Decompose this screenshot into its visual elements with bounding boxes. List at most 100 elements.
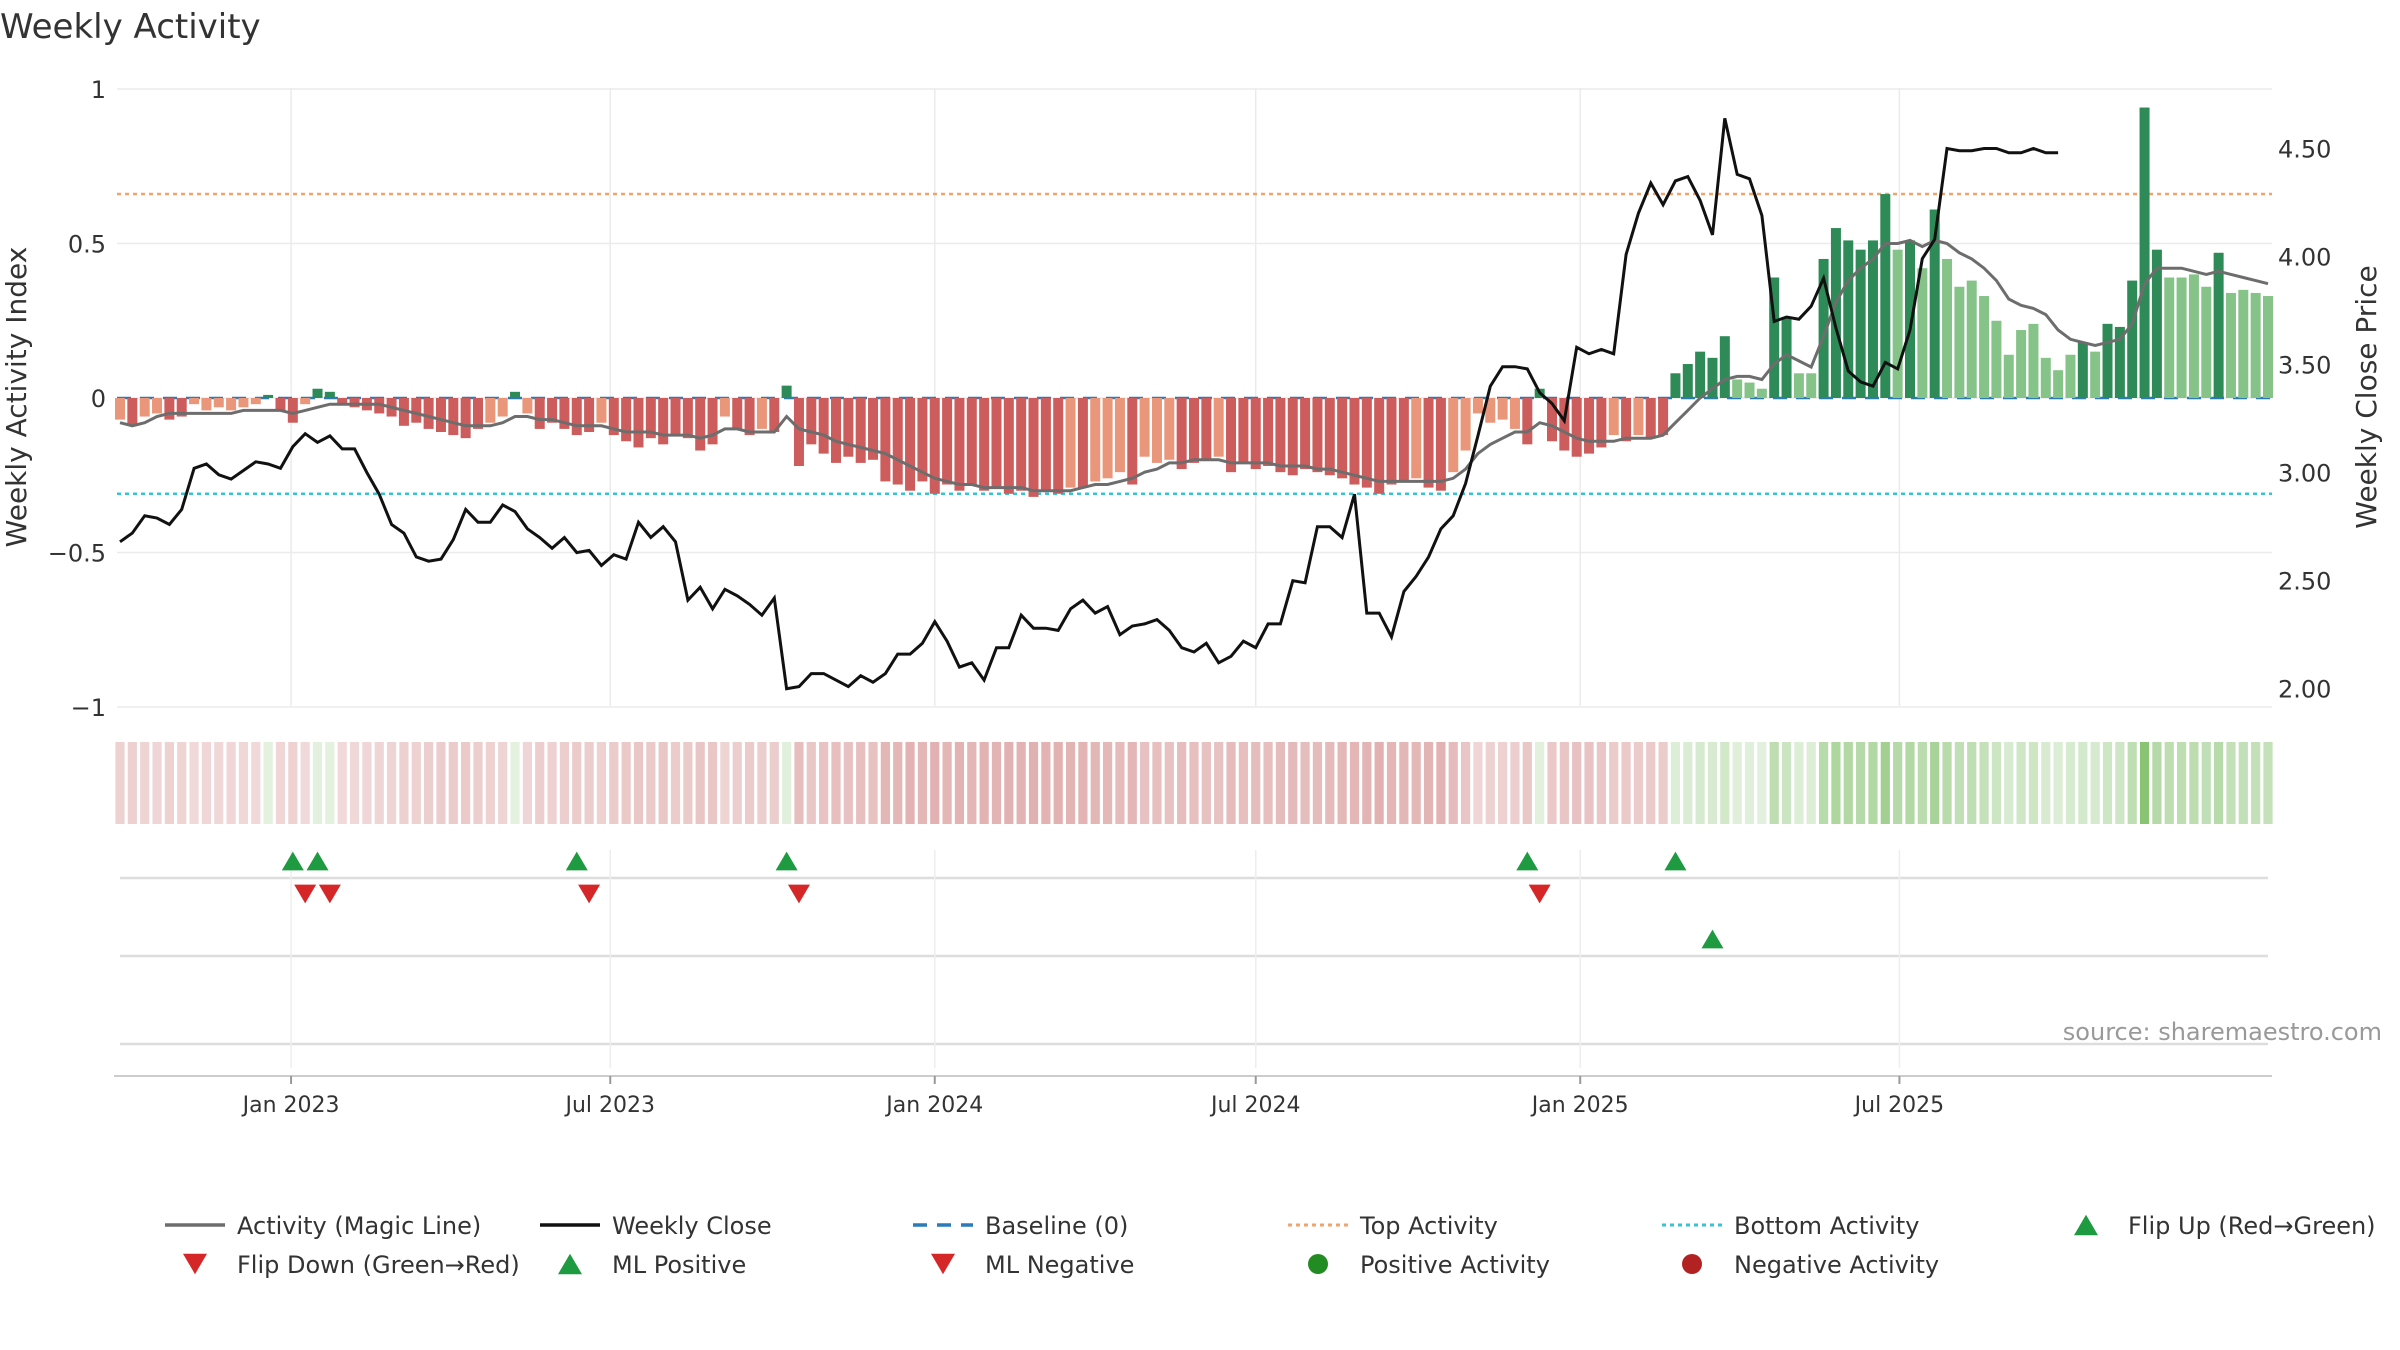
heat-strip-cell: [1460, 742, 1471, 824]
activity-bar: [1571, 398, 1582, 457]
heat-strip-cell: [288, 742, 298, 824]
ml-positive-marker: [1701, 929, 1724, 949]
activity-bar: [2176, 277, 2187, 398]
activity-bar: [1176, 398, 1187, 470]
activity-bar: [1435, 398, 1446, 491]
x-tick-label: Jul 2023: [564, 1093, 656, 1118]
heat-strip-cell: [819, 742, 829, 824]
activity-bars: [115, 107, 2273, 497]
heat-strip-cell: [1251, 742, 1261, 824]
activity-bar: [2164, 277, 2175, 398]
heat-strip-cell: [1127, 742, 1137, 824]
activity-bar: [1744, 382, 1755, 398]
heat-strip-cell: [424, 742, 434, 824]
heat-strip-cell: [942, 742, 952, 824]
activity-bar: [2151, 249, 2162, 398]
heat-strip-cell: [831, 742, 841, 824]
heat-strip-cell: [1115, 742, 1125, 824]
activity-bar: [1053, 398, 1064, 494]
activity-bar: [250, 398, 261, 405]
legend: Activity (Magic Line) Weekly Close Baselin…: [165, 1212, 2376, 1279]
activity-bar: [831, 398, 841, 463]
heat-strip-cell: [670, 742, 681, 824]
heat-strip-cell: [1880, 742, 1890, 824]
heat-strip-cell: [1769, 742, 1779, 824]
activity-bar: [1682, 364, 1693, 398]
flip-down-marker: [578, 884, 601, 904]
heat-strip-cell: [251, 742, 261, 824]
activity-bar: [448, 398, 459, 436]
activity-bar: [880, 398, 891, 482]
activity-bar: [435, 398, 446, 432]
activity-bar: [127, 398, 138, 426]
heat-strip-cell: [386, 742, 397, 824]
heat-strip-cell: [1979, 742, 1989, 824]
activity-bar: [596, 398, 607, 423]
activity-bar: [522, 398, 533, 414]
heat-strip-cell: [1991, 742, 2002, 824]
heat-strip-cell: [1757, 742, 1767, 824]
activity-bar: [1732, 379, 1743, 398]
activity-bar: [732, 398, 743, 429]
heat-strip-cell: [1843, 742, 1853, 824]
magic-line-series: [119, 238, 2269, 493]
heat-strip-cell: [1152, 742, 1162, 824]
legend-swatch-triangle-up: [558, 1253, 582, 1275]
heat-strip-cell: [1288, 742, 1298, 824]
activity-bar: [1460, 398, 1471, 451]
heat-strip-cell: [2139, 742, 2150, 824]
activity-bar: [2139, 107, 2150, 398]
activity-bar: [497, 398, 508, 417]
activity-bar: [460, 398, 471, 439]
heat-strip-cell: [411, 742, 421, 824]
x-tick-label: Jan 2023: [241, 1093, 340, 1118]
activity-bar: [2263, 296, 2273, 398]
heat-strip-cell: [522, 742, 532, 824]
activity-bar: [744, 398, 755, 436]
heat-strip-cell: [930, 742, 940, 824]
activity-bar: [1781, 317, 1792, 398]
activity-bar: [1090, 398, 1101, 482]
heat-strip-cell: [498, 742, 508, 824]
activity-bar: [954, 398, 965, 491]
flip-up-marker: [306, 851, 329, 871]
heat-strip-cell: [1893, 742, 1903, 824]
heat-strip-cell: [1670, 742, 1681, 824]
heat-strip-cell: [2078, 742, 2088, 824]
heat-strip-cell: [1806, 742, 1816, 824]
heat-strip-cell: [1683, 742, 1693, 824]
heat-strip-cell: [127, 742, 137, 824]
x-tick-label: Jan 2024: [884, 1093, 983, 1118]
heat-strip-cell: [2065, 742, 2076, 824]
activity-bar: [2201, 286, 2212, 398]
weekly-close-series: [119, 117, 2059, 691]
activity-bar: [1226, 398, 1237, 473]
activity-bar: [1954, 286, 1965, 398]
heat-strip-cell: [843, 742, 853, 824]
y-right-tick-label: 2.50: [2278, 568, 2331, 596]
activity-bar: [1324, 398, 1335, 476]
heat-strip-cell: [1510, 742, 1520, 824]
activity-bar: [1547, 398, 1557, 442]
activity-bar: [1670, 373, 1681, 398]
activity-bar: [942, 398, 953, 485]
heat-strip-cell: [300, 742, 310, 824]
heat-strip-cell: [1633, 742, 1644, 824]
activity-bar: [176, 398, 187, 417]
activity-bar: [2090, 351, 2101, 398]
activity-bar: [263, 394, 274, 398]
activity-heat-strip: [115, 742, 2273, 824]
activity-bar: [337, 398, 348, 405]
activity-bar: [1337, 398, 1348, 479]
activity-bar: [1892, 249, 1903, 398]
signal-marker-panels: [120, 850, 2268, 1068]
legend-label: Negative Activity: [1734, 1251, 1939, 1279]
heat-strip-cell: [806, 742, 816, 824]
left-axis: 1 0.5 0 −0.5 −1: [48, 76, 106, 722]
activity-bar: [1139, 398, 1150, 457]
activity-bar: [2077, 342, 2088, 398]
activity-bar: [1448, 398, 1459, 473]
activity-bar: [1398, 398, 1409, 482]
x-axis: Jan 2023 Jul 2023 Jan 2024 Jul 2024 Jan 2025…: [114, 1075, 2272, 1118]
heat-strip-cell: [1238, 742, 1248, 824]
